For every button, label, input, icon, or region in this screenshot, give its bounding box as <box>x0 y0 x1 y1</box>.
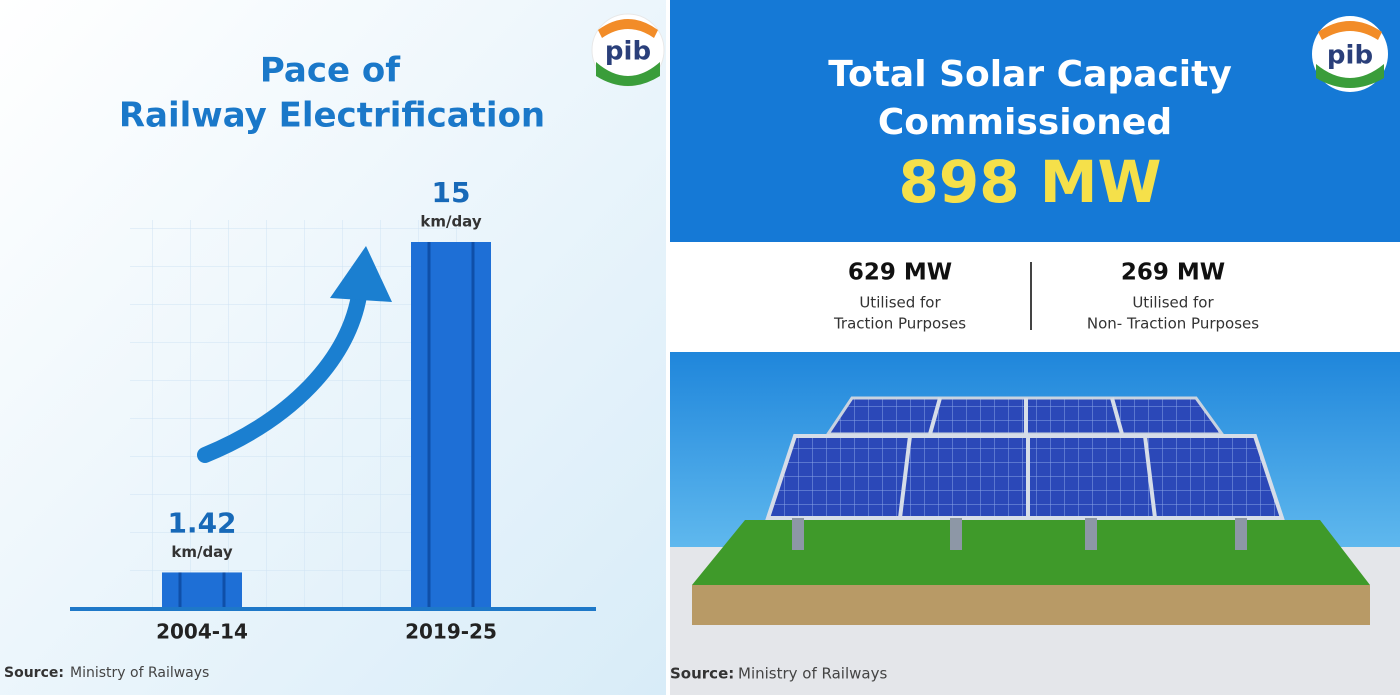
unit-label: km/day <box>420 213 481 231</box>
divider <box>666 0 670 695</box>
bar <box>411 242 491 607</box>
unit-label: km/day <box>171 543 232 561</box>
source: Ministry of Railways <box>70 665 209 681</box>
stat-label: Traction Purposes <box>833 315 966 333</box>
panel-title: Commissioned <box>878 102 1172 143</box>
panel-frame <box>898 397 1157 519</box>
data-label: 1.42 <box>167 506 236 539</box>
chart-title: Pace of <box>260 51 401 91</box>
panel-title: Total Solar Capacity <box>828 54 1232 95</box>
x-tick-label: 2019-25 <box>405 620 497 644</box>
logo-stripe <box>598 19 658 38</box>
chart-title: Railway Electrification <box>119 96 545 136</box>
arrow-head <box>330 246 392 302</box>
source-label: Source: <box>670 665 734 683</box>
bar <box>162 572 242 607</box>
panel-legs <box>792 518 1247 550</box>
data-label: 15 <box>432 176 471 209</box>
stat-label: Utilised for <box>1132 294 1214 312</box>
header-background <box>670 0 1400 242</box>
x-tick-label: 2004-14 <box>156 620 248 644</box>
stat-value: 629 MW <box>848 260 952 286</box>
arrow <box>197 282 368 463</box>
stat-label: Utilised for <box>859 294 941 312</box>
source: Ministry of Railways <box>738 665 887 683</box>
logo-stripe <box>1318 21 1382 40</box>
stat-label: Non- Traction Purposes <box>1087 315 1259 333</box>
grass <box>692 520 1370 585</box>
logo: pib <box>605 37 651 67</box>
total: 898 MW <box>899 148 1162 216</box>
bars: 1.42 km/day 2004-14 15 km/day 2019-25 <box>156 176 497 644</box>
source-label: Source: <box>4 665 64 681</box>
logo-stripe <box>596 62 660 86</box>
logo: pib <box>1327 41 1373 71</box>
soil <box>692 585 1370 625</box>
stat-value: 269 MW <box>1121 260 1225 286</box>
solar-panel-front <box>765 434 1285 520</box>
grid-decoration <box>130 220 460 610</box>
logo-stripe <box>1316 64 1384 88</box>
stats-band <box>670 242 1400 352</box>
